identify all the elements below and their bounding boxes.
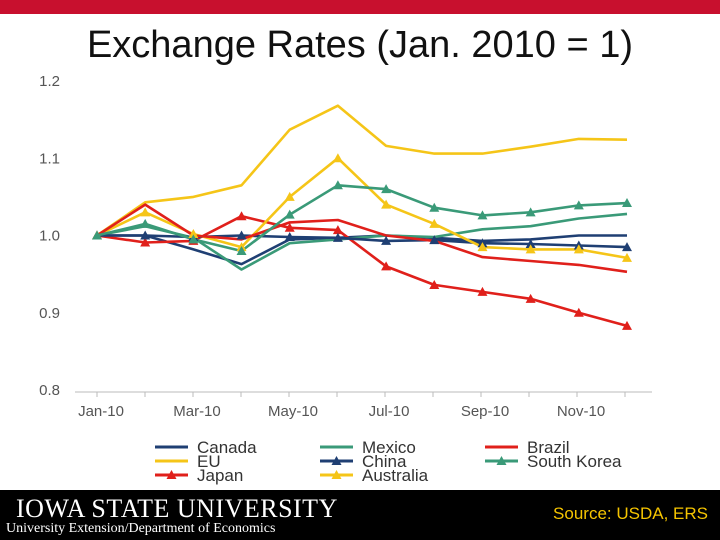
legend-label-japan: Japan <box>197 466 243 485</box>
data-point-china <box>236 230 247 240</box>
x-tick-label: Mar-10 <box>173 403 221 420</box>
y-tick-label: 0.9 <box>39 305 60 322</box>
legend-label-mexico: Mexico <box>362 438 416 457</box>
series-line-australia <box>96 156 628 260</box>
series-markers <box>92 153 632 330</box>
y-axis: 0.8 0.9 1.0 1.1 1.2 <box>39 73 60 399</box>
data-point-south-korea <box>429 202 440 212</box>
data-point-japan <box>140 237 151 247</box>
data-point-australia <box>477 242 488 252</box>
data-point-australia <box>429 218 440 228</box>
data-point-china <box>140 230 151 240</box>
data-point-south-korea <box>525 207 536 217</box>
data-point-australia <box>284 191 295 201</box>
data-point-south-korea <box>573 200 584 210</box>
legend-label-eu: EU <box>197 452 221 471</box>
data-point-china <box>284 232 295 242</box>
data-point-china <box>622 242 632 252</box>
y-tick-label: 0.8 <box>39 382 60 399</box>
data-point-south-korea <box>92 230 102 240</box>
legend-label-brazil: Brazil <box>527 438 570 457</box>
data-point-china <box>429 235 440 245</box>
exchange-rate-chart: 0.8 0.9 1.0 1.1 1.2 Jan-10 Mar-10 May-10 Jul-10… <box>39 73 652 485</box>
legend-label-canada: Canada <box>197 438 257 457</box>
data-point-south-korea <box>236 245 247 255</box>
series-line-brazil <box>96 203 628 274</box>
data-point-south-korea <box>188 234 199 244</box>
legend-label-china: China <box>362 452 407 471</box>
university-logo-text: IOWA STATE UNIVERSITY <box>16 494 338 523</box>
data-point-china <box>381 235 392 245</box>
data-point-australia <box>573 244 584 254</box>
data-point-australia <box>381 199 392 209</box>
data-point-japan <box>381 261 392 271</box>
series-line-japan <box>96 214 628 328</box>
data-point-japan <box>573 307 584 317</box>
x-tick-label: May-10 <box>268 403 318 420</box>
data-point-australia <box>525 244 536 254</box>
legend-marker-australia <box>331 470 342 479</box>
footer-bar <box>0 490 720 540</box>
data-point-south-korea <box>477 210 488 220</box>
top-accent-bar <box>0 0 720 14</box>
legend-label-australia: Australia <box>362 466 429 485</box>
legend-marker-china <box>331 456 342 465</box>
data-point-south-korea <box>140 218 151 228</box>
data-point-south-korea <box>381 184 392 194</box>
source-note: Source: USDA, ERS <box>553 504 708 523</box>
y-tick-label: 1.2 <box>39 73 60 90</box>
data-point-japan <box>622 320 632 330</box>
legend-label-south-korea: South Korea <box>527 452 622 471</box>
x-tick-label: Nov-10 <box>557 403 605 420</box>
data-point-south-korea <box>622 198 632 208</box>
data-point-china <box>525 238 536 248</box>
data-point-china <box>332 232 343 242</box>
legend-marker-japan <box>166 470 177 479</box>
data-point-japan <box>429 279 440 289</box>
data-point-japan <box>284 222 295 232</box>
data-point-australia <box>188 228 199 238</box>
x-tick-label: Jan-10 <box>78 403 124 420</box>
data-point-japan <box>332 225 343 235</box>
legend-marker-south-korea <box>496 456 507 465</box>
series-lines <box>96 104 628 328</box>
data-point-japan <box>525 293 536 303</box>
data-point-japan <box>477 286 488 296</box>
series-line-eu <box>96 104 628 237</box>
data-point-south-korea <box>284 209 295 219</box>
series-line-south-korea <box>96 184 628 253</box>
data-point-south-korea <box>332 180 343 190</box>
department-text: University Extension/Department of Econo… <box>6 521 276 536</box>
data-point-australia <box>332 153 343 163</box>
x-tick-label: Sep-10 <box>461 403 509 420</box>
x-tick-label: Jul-10 <box>369 403 410 420</box>
page-title: Exchange Rates (Jan. 2010 = 1) <box>86 24 634 66</box>
data-point-australia <box>140 207 151 217</box>
y-tick-label: 1.1 <box>39 150 60 167</box>
data-point-japan <box>236 211 247 221</box>
data-point-australia <box>622 252 632 262</box>
y-tick-label: 1.0 <box>39 228 60 245</box>
x-axis: Jan-10 Mar-10 May-10 Jul-10 Sep-10 Nov-10 <box>75 391 652 420</box>
